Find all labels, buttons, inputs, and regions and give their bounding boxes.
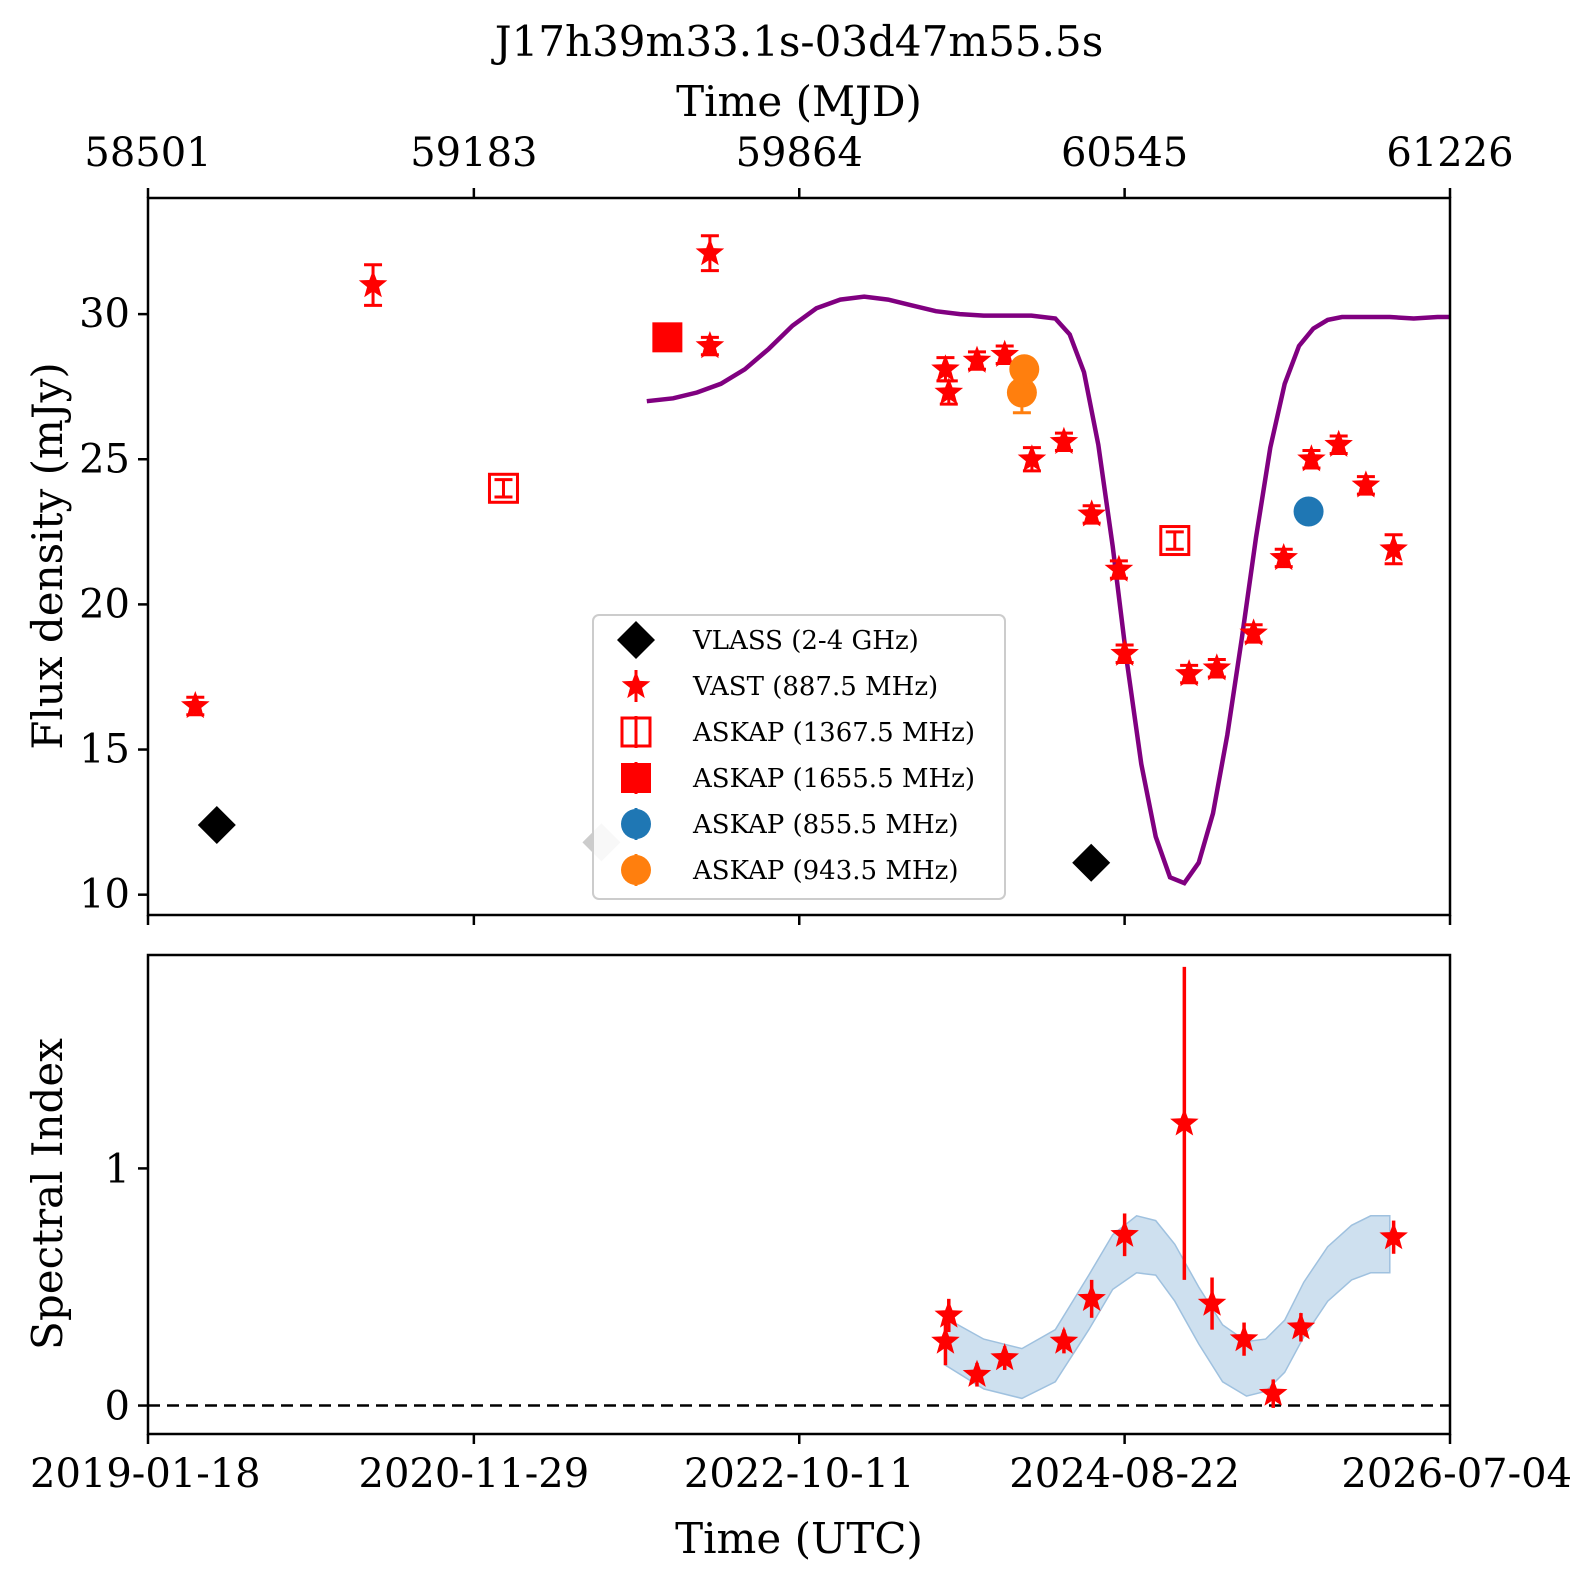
mjd-tick-label: 61226 bbox=[1386, 130, 1513, 176]
flux-point bbox=[197, 806, 236, 845]
spectral-point bbox=[1077, 1283, 1106, 1311]
legend-label: ASKAP (855.5 MHz) bbox=[692, 810, 958, 840]
flux-point bbox=[1269, 543, 1298, 571]
flux-point bbox=[1239, 618, 1268, 646]
flux-point bbox=[695, 238, 725, 266]
legend-label: ASKAP (1655.5 MHz) bbox=[692, 764, 975, 794]
spectral-point bbox=[990, 1343, 1019, 1371]
flux-point bbox=[934, 377, 964, 405]
spectral-point bbox=[931, 1326, 960, 1354]
spectral-point bbox=[1286, 1312, 1316, 1340]
model-curve bbox=[646, 294, 1450, 886]
spectral-point bbox=[1110, 1219, 1139, 1247]
legend-label: VAST (887.5 MHz) bbox=[692, 672, 938, 702]
legend-marker-circle bbox=[621, 855, 651, 885]
spectral-point bbox=[1197, 1288, 1227, 1316]
spectral-index-panel: 0 1 2019-01-18 2020-11-29 2022-10-11 2024-08-… bbox=[30, 953, 1572, 1497]
flux-point bbox=[1017, 444, 1047, 472]
flux-point bbox=[1159, 525, 1191, 557]
utc-tick-label: 2024-08-22 bbox=[1009, 1451, 1240, 1497]
legend-label: ASKAP (1367.5 MHz) bbox=[692, 718, 975, 748]
legend-marker-square bbox=[621, 763, 651, 793]
utc-tick-label: 2020-11-29 bbox=[359, 1451, 590, 1497]
flux-point bbox=[1006, 377, 1037, 408]
flux-y-tick-label: 15 bbox=[79, 727, 130, 773]
flux-point bbox=[1174, 659, 1204, 687]
flux-point bbox=[1293, 496, 1324, 527]
spectral-point bbox=[934, 1300, 964, 1328]
spectral-y-tick-label: 0 bbox=[105, 1384, 130, 1430]
model-curve-layer bbox=[646, 294, 1450, 886]
flux-panel-ticks: 10 15 20 25 30 58501 59183 59864 60545 61226 bbox=[79, 130, 1514, 925]
utc-tick-label: 2026-07-04 bbox=[1341, 1451, 1572, 1497]
mjd-tick-label: 60545 bbox=[1061, 130, 1188, 176]
flux-y-axis-label: Flux density (mJy) bbox=[23, 362, 72, 750]
spectral-y-axis-label: Spectral Index bbox=[23, 1038, 72, 1350]
spectral-point bbox=[1258, 1378, 1288, 1406]
utc-tick-label: 2019-01-18 bbox=[30, 1451, 261, 1497]
flux-point bbox=[1324, 429, 1353, 457]
flux-point bbox=[1379, 534, 1408, 562]
flux-point bbox=[1110, 638, 1139, 666]
legend: VLASS (2-4 GHz) VAST (887.5 MHz) ASKAP (13… bbox=[592, 614, 1006, 900]
flux-point bbox=[962, 345, 992, 373]
flux-y-tick-label: 30 bbox=[79, 291, 130, 337]
mjd-tick-label: 58501 bbox=[84, 130, 211, 176]
flux-point bbox=[695, 331, 725, 359]
legend-marker-star bbox=[621, 671, 651, 699]
flux-point bbox=[1009, 354, 1040, 385]
legend-marker-diamond bbox=[617, 621, 655, 659]
spectral-y-tick-label: 1 bbox=[105, 1146, 130, 1192]
flux-point bbox=[487, 472, 519, 504]
spectral-panel-ticks: 0 1 2019-01-18 2020-11-29 2022-10-11 2024-08-… bbox=[30, 1146, 1572, 1497]
utc-tick-label: 2022-10-11 bbox=[684, 1451, 915, 1497]
flux-point bbox=[358, 270, 388, 298]
flux-point bbox=[1104, 554, 1134, 582]
spectral-band-layer bbox=[944, 1214, 1391, 1400]
legend-label: VLASS (2-4 GHz) bbox=[692, 626, 919, 656]
flux-point bbox=[652, 322, 683, 353]
top-axis-label: Time (MJD) bbox=[676, 77, 922, 126]
flux-point bbox=[1049, 426, 1079, 454]
flux-point bbox=[1077, 499, 1106, 527]
legend-label: ASKAP (943.5 MHz) bbox=[692, 856, 958, 886]
chart-title: J17h39m33.1s-03d47m55.5s bbox=[491, 17, 1104, 66]
flux-point bbox=[1351, 470, 1381, 498]
spectral-point bbox=[1170, 1108, 1199, 1136]
mjd-tick-label: 59864 bbox=[736, 130, 863, 176]
bottom-x-axis-label: Time (UTC) bbox=[675, 1514, 923, 1563]
legend-marker-open-square bbox=[620, 716, 652, 748]
flux-point bbox=[931, 354, 960, 382]
flux-y-tick-label: 10 bbox=[79, 872, 130, 918]
flux-point bbox=[1202, 653, 1232, 681]
flux-point bbox=[1297, 444, 1326, 472]
spectral-index-band bbox=[944, 1214, 1391, 1400]
spectral-point bbox=[1049, 1326, 1079, 1354]
spectral-points-layer bbox=[931, 966, 1408, 1408]
flux-y-tick-label: 20 bbox=[79, 581, 130, 627]
flux-point bbox=[990, 339, 1019, 367]
flux-y-tick-label: 25 bbox=[79, 436, 130, 482]
flux-point bbox=[1072, 843, 1111, 882]
legend-marker-circle bbox=[621, 809, 651, 839]
spectral-point bbox=[962, 1359, 992, 1387]
legend-frame bbox=[592, 614, 1006, 900]
mjd-tick-label: 59183 bbox=[410, 130, 537, 176]
spectral-point bbox=[1379, 1222, 1408, 1250]
flux-density-panel: 10 15 20 25 30 58501 59183 59864 60545 61226 bbox=[79, 130, 1514, 925]
flux-point bbox=[181, 691, 210, 719]
spectral-point bbox=[1229, 1324, 1259, 1352]
